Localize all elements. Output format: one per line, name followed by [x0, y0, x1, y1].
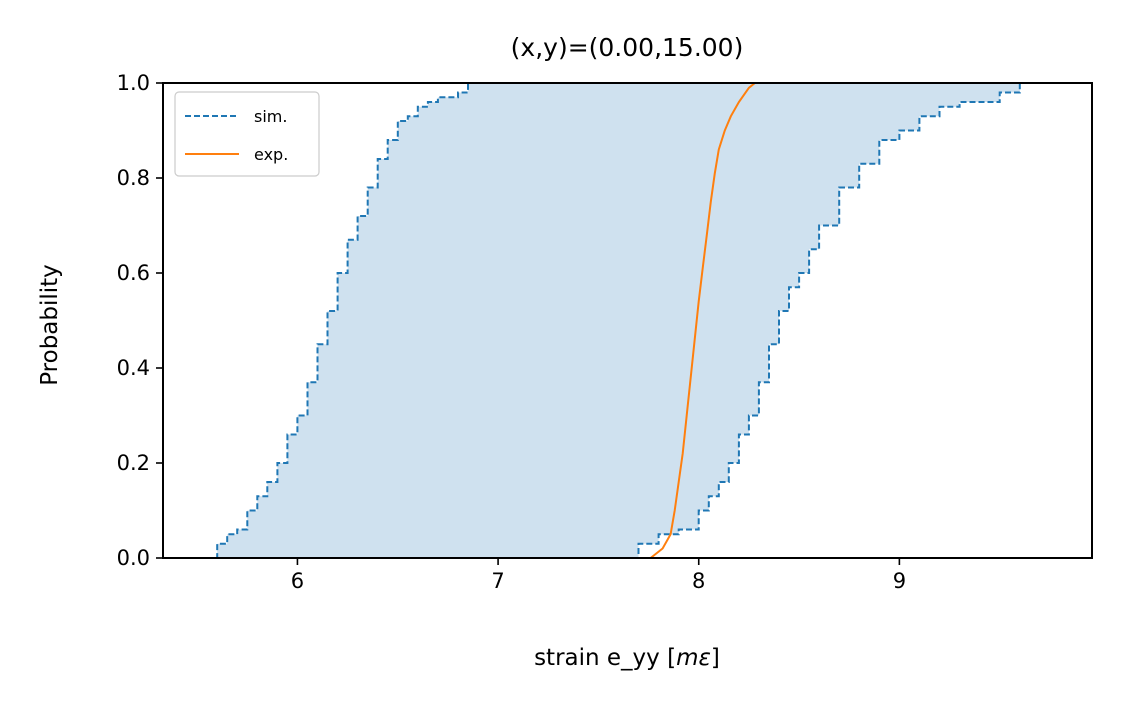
chart-title: (x,y)=(0.00,15.00): [511, 33, 744, 62]
sim-lower-line: [207, 82, 519, 559]
axes-frame: [162, 82, 1093, 559]
x-tick-label: 7: [491, 569, 504, 593]
legend-frame: [174, 91, 320, 177]
sim-upper-line: [624, 82, 1050, 559]
legend-sim-label: sim.: [254, 107, 287, 126]
y-tick-label: 0.6: [117, 261, 150, 285]
x-axis-label-unit: mε: [676, 645, 711, 671]
y-tick-label: 0.4: [117, 356, 150, 380]
legend-exp-label: exp.: [254, 145, 288, 164]
legend: sim. exp.: [174, 91, 320, 177]
axes: 6 7 8 9 0.0 0.2 0.4 0.6 0.8 1.0: [117, 71, 1093, 593]
y-axis-label: Probability: [37, 264, 63, 386]
x-axis-label-text: strain e_yy [: [534, 645, 676, 671]
x-axis-label: strain e_yy [mε]: [534, 645, 720, 671]
x-tick-label: 8: [692, 569, 705, 593]
exp-line: [649, 82, 756, 559]
x-tick-label: 6: [291, 569, 304, 593]
x-axis-label-close: ]: [711, 645, 720, 671]
y-tick-label: 1.0: [117, 71, 150, 95]
x-tick-label: 9: [893, 569, 906, 593]
y-tick-label: 0.0: [117, 546, 150, 570]
y-tick-label: 0.2: [117, 451, 150, 475]
band-fill: [207, 83, 1050, 558]
plot-area: [207, 82, 1050, 559]
y-tick-label: 0.8: [117, 166, 150, 190]
